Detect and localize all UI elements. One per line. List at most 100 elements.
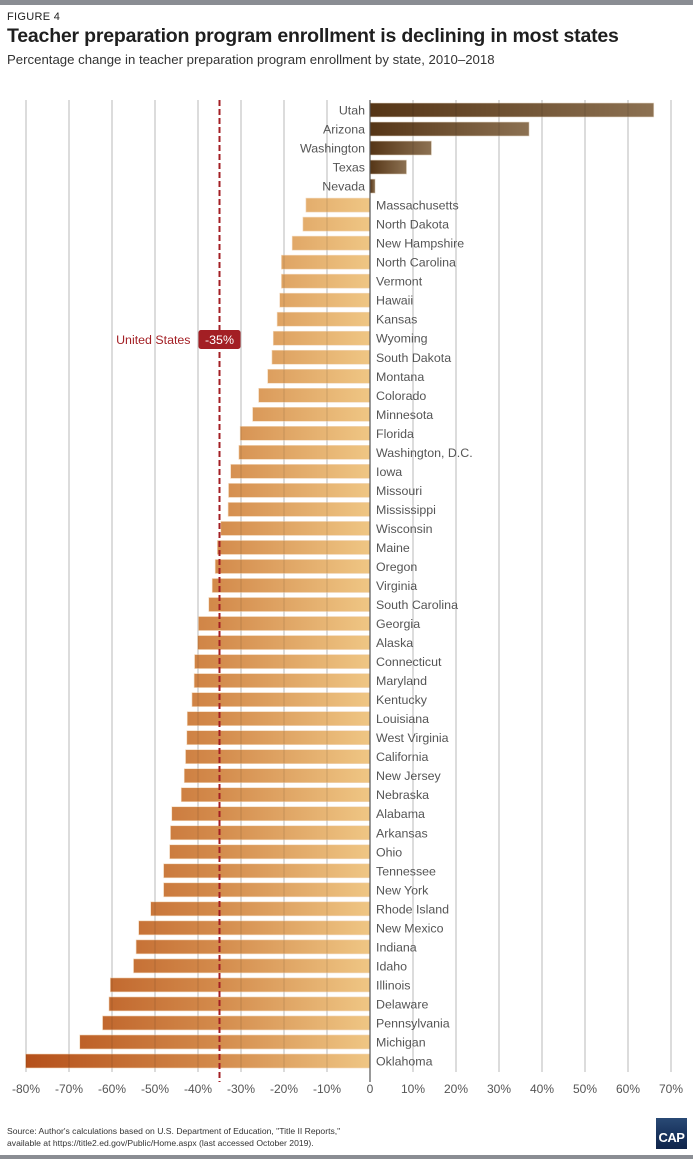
bar [230,464,371,479]
state-label: Idaho [376,959,407,973]
x-tick-label: 20% [444,1082,468,1096]
source-line-2: available at https://title2.ed.gov/Publi… [7,1138,314,1148]
bar [193,673,371,688]
x-tick-label: -60% [98,1082,126,1096]
bar [279,292,371,308]
bar [252,407,371,422]
bar [302,216,371,232]
x-tick-label: -50% [141,1082,169,1096]
bar [185,749,371,764]
state-label: North Carolina [376,256,456,270]
state-label: Louisiana [376,712,429,726]
bar [169,844,371,860]
state-label: Ohio [376,845,402,859]
bar [238,445,371,460]
bar [186,711,371,726]
state-label: Missouri [376,484,422,498]
figure-label: FIGURE 4 [7,11,61,23]
bar [211,578,371,593]
bar [281,273,371,289]
state-label: Oregon [376,560,417,574]
x-tick-label: 50% [573,1082,597,1096]
bar [194,654,371,669]
bar [267,368,371,384]
bar [305,197,371,213]
bars [25,100,672,1072]
bar-chart: Utah Arizona Washington Texas Nevada Massachu… [12,100,683,1096]
state-label: Utah [339,104,365,118]
x-tick-label: -30% [227,1082,255,1096]
state-label: Georgia [376,617,420,631]
state-label: Wyoming [376,332,428,346]
state-label: Vermont [376,275,423,289]
bar [369,178,376,194]
bar [276,311,371,327]
source-line-1: Source: Author's calculations based on U… [7,1126,341,1136]
bar [281,254,371,270]
state-label: Washington, D.C. [376,446,473,460]
state-label: Rhode Island [376,902,449,916]
state-label: New Mexico [376,921,444,935]
bar [170,825,371,841]
x-tick-label: -20% [270,1082,298,1096]
state-label: Indiana [376,940,417,954]
x-tick-label: 70% [659,1082,683,1096]
bar [208,597,371,612]
reference-value-label: -35% [205,333,234,347]
state-label: Arizona [323,123,365,137]
bar [227,502,371,517]
bar [163,882,371,898]
state-label: South Dakota [376,351,451,365]
bar [291,235,371,251]
state-label: Wisconsin [376,522,433,536]
state-label: Kentucky [376,693,428,707]
state-label: Pennsylvania [376,1016,450,1030]
state-label: New Jersey [376,769,442,783]
x-tick-label: -80% [12,1082,40,1096]
bar [109,977,371,993]
bar [272,330,371,346]
state-label: Washington [300,142,365,156]
x-tick-label: 30% [487,1082,511,1096]
reference-line-label: United States [116,333,190,347]
state-label: Arkansas [376,826,428,840]
bar [150,901,371,917]
state-label: Connecticut [376,655,442,669]
state-label: Oklahoma [376,1055,433,1069]
bar [271,349,371,365]
bar [183,768,371,784]
bar [138,920,371,936]
source-note: Source: Author's calculations based on U… [7,1125,340,1149]
state-label: Texas [333,161,365,175]
state-label: Alaska [376,636,413,650]
bar [79,1034,371,1050]
x-tick-label: 60% [616,1082,640,1096]
state-label: California [376,750,428,764]
bar [369,121,530,137]
state-label: Maine [376,541,410,555]
state-label: Iowa [376,465,402,479]
x-axis: -80% -70% -60% -50% -40% -30% -20% -10% 0 10% 20% 3… [12,100,683,1096]
state-label: Maryland [376,674,427,688]
reference-value-badge [198,330,241,349]
state-label: Massachusetts [376,199,459,213]
x-tick-label: 40% [530,1082,554,1096]
x-tick-label: 10% [401,1082,425,1096]
x-tick-label: -40% [184,1082,212,1096]
state-label: North Dakota [376,218,449,232]
state-label: Alabama [376,807,425,821]
x-tick-label: -70% [55,1082,83,1096]
chart-title: Teacher preparation program enrollment i… [7,25,619,47]
state-label: Minnesota [376,408,433,422]
bar [163,863,371,879]
bar [133,958,371,974]
bar [171,806,371,822]
state-label: Florida [376,427,414,441]
bar [228,483,371,498]
bar [239,426,371,441]
bar [102,1015,371,1031]
bar [180,787,371,803]
bar [217,540,371,555]
bar [135,939,371,955]
state-label: Nevada [322,180,365,194]
